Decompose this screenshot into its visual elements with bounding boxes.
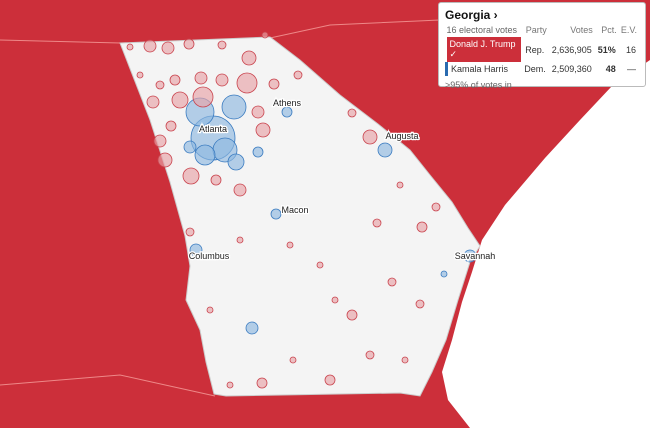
county-bubble [217, 40, 227, 50]
county-bubble [365, 350, 375, 360]
county-bubble [440, 270, 448, 278]
county-bubble [347, 108, 357, 118]
county-bubble [194, 144, 216, 166]
county-bubble [463, 249, 477, 263]
county-bubble [206, 306, 214, 314]
state-border [0, 39, 121, 44]
ev: 16 [625, 44, 636, 55]
column-header: Party [525, 25, 547, 35]
county-bubble [245, 321, 259, 335]
county-bubble [210, 174, 222, 186]
county-bubble [146, 95, 160, 109]
column-header: Votes [570, 25, 593, 35]
subtitle: 16 electoral votes [446, 25, 518, 35]
county-bubble [281, 106, 293, 118]
county-bubble [169, 74, 181, 86]
party: Rep. [525, 44, 545, 55]
pct: 48 [605, 64, 616, 74]
pct: 51% [597, 44, 616, 55]
county-bubble [183, 38, 195, 50]
county-bubble [227, 153, 245, 171]
county-bubble [157, 152, 173, 168]
party: Dem. [524, 64, 546, 74]
results-table: 16 electoral votes Party Votes Pct. E.V.… [445, 23, 639, 76]
county-bubble [221, 94, 247, 120]
state-border [0, 374, 216, 397]
county-bubble [324, 374, 336, 386]
county-bubble [236, 72, 258, 94]
county-bubble [331, 296, 339, 304]
county-bubble [192, 86, 214, 108]
county-bubble [161, 41, 175, 55]
results-panel: Georgia › 16 electoral votes Party Votes… [438, 2, 646, 90]
county-bubble [171, 91, 189, 109]
votes: 2,636,905 [551, 44, 592, 55]
city-label: Athens [273, 98, 302, 108]
county-bubble [251, 105, 265, 119]
county-bubble [226, 381, 234, 389]
panel-title[interactable]: Georgia › [445, 8, 498, 22]
city-label: Augusta [385, 131, 418, 141]
county-bubble [185, 227, 195, 237]
candidate: Donald J. Trump ✓ [446, 37, 522, 62]
county-bubble [415, 299, 425, 309]
county-bubble [255, 122, 271, 138]
county-bubble [346, 309, 358, 321]
county-bubble [241, 50, 257, 66]
city-label: Savannah [455, 251, 496, 261]
county-bubble [401, 356, 409, 364]
county-bubble [183, 140, 197, 154]
county-bubble [155, 80, 165, 90]
county-bubble [396, 181, 404, 189]
state-border [269, 19, 441, 39]
county-bubble [153, 134, 167, 148]
county-bubble [286, 241, 294, 249]
column-header: E.V. [620, 25, 637, 35]
city-label: Columbus [189, 251, 230, 261]
county-bubble [377, 142, 393, 158]
county-bubble [268, 78, 280, 90]
footer: >95% of votes in [445, 80, 512, 90]
county-bubble [387, 277, 397, 287]
georgia [119, 36, 481, 397]
county-bubble [256, 377, 268, 389]
county-bubble [215, 73, 229, 87]
county-bubble [143, 39, 157, 53]
county-bubble [431, 202, 441, 212]
city-label: Atlanta [199, 124, 227, 134]
column-header: Pct. [601, 25, 617, 35]
county-bubble [194, 71, 208, 85]
county-bubble [362, 129, 378, 145]
county-bubble [182, 167, 200, 185]
county-bubble [316, 261, 324, 269]
county-bubble [372, 218, 382, 228]
ocean [442, 60, 650, 428]
winner-check: ✓ [449, 49, 458, 59]
candidate-name: Kamala Harris [445, 62, 522, 76]
county-bubble [136, 71, 144, 79]
county-bubble [293, 70, 303, 80]
ev: — [627, 64, 636, 74]
city-label: Macon [281, 205, 308, 215]
county-bubble [261, 31, 269, 39]
candidate-name: Donald J. Trump [449, 39, 516, 49]
county-bubble [233, 183, 247, 197]
county-bubble [126, 43, 134, 51]
county-bubble [289, 356, 297, 364]
votes: 2,509,360 [551, 64, 592, 74]
county-bubble [189, 243, 203, 257]
county-bubble [416, 221, 428, 233]
county-bubble [270, 208, 282, 220]
county-bubble [236, 236, 244, 244]
county-bubble [165, 120, 177, 132]
county-bubble [252, 146, 264, 158]
